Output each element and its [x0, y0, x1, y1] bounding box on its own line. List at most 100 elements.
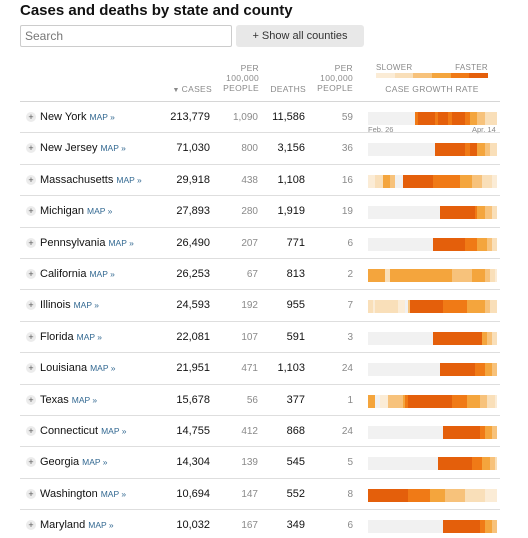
table-row[interactable]: + Louisiana MAP » 21,951 471 1,103 24	[20, 353, 500, 385]
map-link[interactable]: MAP »	[101, 425, 127, 436]
map-link[interactable]: MAP »	[100, 488, 127, 499]
show-all-counties-button[interactable]: + Show all counties	[236, 25, 364, 47]
state-name[interactable]: Georgia MAP »	[40, 456, 108, 468]
map-link[interactable]: MAP »	[100, 143, 126, 154]
table-row[interactable]: + Georgia MAP » 14,304 139 545 5	[20, 447, 500, 479]
growth-segment	[375, 394, 378, 408]
expand-icon[interactable]: +	[26, 112, 36, 122]
growth-rate-column-header[interactable]: CASE GROWTH RATE	[385, 84, 479, 94]
state-label: New Jersey	[40, 142, 98, 155]
expand-icon[interactable]: +	[26, 174, 36, 185]
table-row[interactable]: + New Jersey MAP » 71,030 800 3,156 36	[20, 133, 500, 165]
growth-segment	[417, 300, 421, 314]
expand-icon[interactable]: +	[26, 237, 36, 248]
deaths-column-header[interactable]: DEATHS	[270, 84, 306, 94]
map-link[interactable]: MAP »	[82, 457, 108, 468]
table-row[interactable]: + Massachusetts MAP » 29,918 438 1,108 16	[20, 165, 500, 197]
search-input[interactable]	[20, 25, 232, 47]
expand-icon[interactable]: +	[26, 206, 36, 217]
growth-segment	[387, 174, 391, 188]
growth-segment	[425, 268, 428, 282]
growth-segment	[420, 488, 423, 502]
state-name[interactable]: Illinois MAP »	[40, 299, 99, 311]
expand-icon[interactable]: +	[26, 331, 36, 342]
state-name[interactable]: New Jersey MAP »	[40, 142, 126, 154]
table-row[interactable]: + Michigan MAP » 27,893 280 1,919 19	[20, 196, 500, 228]
growth-segment	[422, 143, 426, 157]
case-growth-sparkline	[368, 363, 498, 377]
cases-column-header[interactable]: ▼ CASES	[150, 84, 212, 96]
state-name[interactable]: Washington MAP »	[40, 488, 126, 500]
expand-icon[interactable]: +	[26, 425, 36, 436]
growth-segment	[442, 112, 446, 125]
growth-segment	[432, 112, 436, 125]
state-name[interactable]: New York MAP »	[40, 111, 115, 123]
map-link[interactable]: MAP »	[89, 112, 115, 122]
map-link[interactable]: MAP »	[88, 520, 114, 531]
growth-segment	[487, 520, 490, 534]
state-name[interactable]: Louisiana MAP »	[40, 362, 115, 374]
growth-segment	[422, 363, 426, 377]
growth-segment	[395, 112, 398, 125]
map-link[interactable]: MAP »	[73, 300, 99, 311]
expand-icon[interactable]: +	[26, 520, 36, 531]
growth-segment	[472, 206, 475, 220]
growth-segment	[382, 112, 386, 125]
map-link[interactable]: MAP »	[87, 206, 113, 217]
state-name[interactable]: Texas MAP »	[40, 394, 97, 406]
table-row[interactable]: + Pennsylvania MAP » 26,490 207 771 6	[20, 228, 500, 259]
cases-per-100k-column-header[interactable]: PER 100,000 PEOPLE	[214, 63, 259, 93]
table-row[interactable]: + New York MAP » 213,779 1,090 11,586 59 Feb. 2…	[20, 102, 500, 134]
map-link[interactable]: MAP »	[108, 237, 134, 248]
state-name[interactable]: Connecticut MAP »	[40, 425, 126, 437]
deaths-per-100k-column-header[interactable]: PER 100,000 PEOPLE	[306, 63, 353, 93]
growth-segment	[445, 488, 448, 502]
growth-segment	[492, 237, 495, 251]
growth-segment	[407, 457, 411, 471]
table-row[interactable]: + Washington MAP » 10,694 147 552 8	[20, 479, 500, 511]
table-row[interactable]: + Texas MAP » 15,678 56 377 1	[20, 385, 500, 416]
state-name[interactable]: Michigan MAP »	[40, 205, 112, 217]
growth-segment	[412, 488, 416, 502]
state-name[interactable]: Florida MAP »	[40, 331, 102, 343]
expand-icon[interactable]: +	[26, 457, 36, 468]
map-link[interactable]: MAP »	[76, 331, 102, 342]
growth-segment	[452, 457, 455, 471]
expand-icon[interactable]: +	[26, 488, 36, 499]
expand-icon[interactable]: +	[26, 268, 36, 279]
deaths-value: 591	[286, 330, 305, 343]
deaths-per-100k-value: 1	[347, 394, 353, 406]
growth-segment	[397, 394, 401, 408]
table-row[interactable]: + California MAP » 26,253 67 813 2	[20, 259, 500, 291]
growth-segment	[387, 457, 391, 471]
growth-segment	[385, 174, 388, 188]
map-link[interactable]: MAP »	[89, 268, 115, 279]
table-row[interactable]: + Florida MAP » 22,081 107 591 3	[20, 322, 500, 354]
growth-segment	[382, 237, 386, 251]
state-label: Georgia	[40, 456, 80, 469]
table-row[interactable]: + Maryland MAP » 10,032 167 349 6	[20, 510, 500, 538]
growth-segment	[432, 488, 436, 502]
expand-icon[interactable]: +	[26, 143, 36, 154]
growth-segment	[390, 394, 393, 408]
table-row[interactable]: + Connecticut MAP » 14,755 412 868 24	[20, 416, 500, 448]
map-link[interactable]: MAP »	[116, 174, 142, 185]
state-name[interactable]: Maryland MAP »	[40, 519, 114, 531]
state-name[interactable]: Massachusetts MAP »	[40, 174, 142, 186]
expand-icon[interactable]: +	[26, 363, 36, 374]
sort-descending-icon: ▼	[172, 87, 180, 94]
expand-icon[interactable]: +	[26, 300, 36, 311]
state-name[interactable]: California MAP »	[40, 268, 115, 280]
map-link[interactable]: MAP »	[90, 363, 116, 374]
growth-segment	[425, 237, 428, 251]
state-name[interactable]: Pennsylvania MAP »	[40, 237, 134, 249]
growth-segment	[380, 268, 383, 282]
table-row[interactable]: + Illinois MAP » 24,593 192 955 7	[20, 290, 500, 322]
growth-segment	[400, 300, 403, 314]
growth-segment	[442, 300, 446, 314]
growth-segment	[437, 488, 441, 502]
growth-segment	[462, 112, 465, 125]
map-link[interactable]: MAP »	[71, 394, 98, 405]
growth-segment	[427, 488, 431, 502]
expand-icon[interactable]: +	[26, 394, 36, 405]
